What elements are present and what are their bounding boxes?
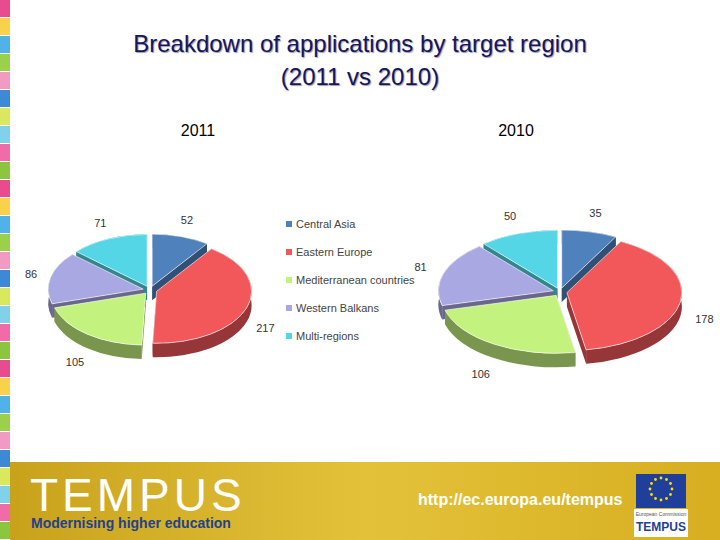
data-label: 52 (181, 214, 193, 226)
eu-star (649, 488, 652, 491)
stripe-block (0, 234, 10, 251)
pie-tops (438, 230, 682, 353)
stripe-block (0, 522, 10, 539)
pie (48, 234, 251, 359)
data-label: 178 (695, 313, 713, 325)
slice (153, 249, 252, 343)
stripe-block (0, 0, 10, 17)
stripe-block (0, 414, 10, 431)
legend-swatch (286, 333, 292, 339)
stripe-block (0, 162, 10, 179)
pie-labels: 35 178 106 81 50 (414, 207, 713, 380)
slice (567, 241, 682, 349)
stripe-block (0, 288, 10, 305)
eu-star (669, 493, 672, 496)
footer-tagline: Modernising higher education (31, 515, 231, 531)
stripe-block (0, 486, 10, 503)
stripe-block (0, 270, 10, 287)
data-label: 81 (414, 261, 426, 273)
eu-flag (636, 474, 686, 508)
stripe-block (0, 468, 10, 485)
data-label: 105 (66, 356, 84, 368)
legend-label: Mediterranean countries (296, 274, 415, 286)
eu-star (660, 499, 663, 502)
eu-star (665, 497, 668, 500)
legend-label: Western Balkans (296, 302, 379, 314)
stripe-block (0, 216, 10, 233)
stripe-block (0, 198, 10, 215)
legend-label: Multi-regions (296, 330, 359, 342)
stripe-block (0, 504, 10, 521)
stripe-block (0, 72, 10, 89)
eu-star (671, 488, 674, 491)
slide: Breakdown of applications by target regi… (0, 0, 720, 540)
eu-star (654, 497, 657, 500)
stripe-block (0, 108, 10, 125)
pie (438, 230, 682, 367)
legend-swatch (286, 305, 292, 311)
stripe-block (0, 18, 10, 35)
eu-program: TEMPUS (636, 520, 686, 534)
title: Breakdown of applications by target regi… (133, 30, 587, 57)
data-label: 50 (504, 210, 516, 222)
stripe-block (0, 36, 10, 53)
data-label: 106 (472, 368, 490, 380)
stripe-block (0, 324, 10, 341)
stripe-block (0, 126, 10, 143)
legend-swatch (286, 249, 292, 255)
chart-title: 2010 (498, 122, 534, 139)
pie-labels: 52 217 105 86 71 (25, 214, 275, 368)
stripe-block (0, 378, 10, 395)
background (0, 0, 720, 540)
eu-star (669, 482, 672, 485)
chart-title: 2011 (181, 122, 216, 139)
slice (484, 230, 558, 288)
stripe-block (0, 54, 10, 71)
eu-star (654, 478, 657, 481)
data-label: 35 (589, 207, 601, 219)
eu-star (660, 477, 663, 480)
legend-swatch (286, 221, 292, 227)
eu-label: European Commission (636, 511, 687, 517)
eu-plate (634, 509, 688, 537)
data-label: 86 (25, 268, 37, 280)
eu-star (650, 493, 653, 496)
footer-logo: TEMPUS (30, 469, 246, 521)
footer-band (10, 462, 720, 540)
title: (2011 vs 2010) (281, 63, 439, 90)
stripe-block (0, 306, 10, 323)
data-label: 217 (256, 322, 274, 334)
stripe-block (0, 252, 10, 269)
stripe-block (0, 450, 10, 467)
stripe-block (0, 144, 10, 161)
legend-swatch (286, 277, 292, 283)
pie-tops (48, 234, 251, 345)
stripe-block (0, 432, 10, 449)
stripe-block (0, 342, 10, 359)
stripe-block (0, 90, 10, 107)
slice (445, 295, 575, 353)
stripe-block (0, 180, 10, 197)
legend-label: Eastern Europe (296, 246, 372, 258)
eu-star (665, 478, 668, 481)
footer-url: http://ec.europa.eu/tempus (418, 491, 623, 508)
pie-depth (438, 230, 682, 367)
legend: Central Asia Eastern Europe Mediterranean … (286, 218, 415, 342)
stripe-block (0, 360, 10, 377)
stripe-block (0, 396, 10, 413)
slice (76, 234, 147, 286)
data-label: 71 (94, 217, 106, 229)
pie-depth (48, 234, 251, 359)
legend-label: Central Asia (296, 218, 356, 230)
eu-star (650, 482, 653, 485)
